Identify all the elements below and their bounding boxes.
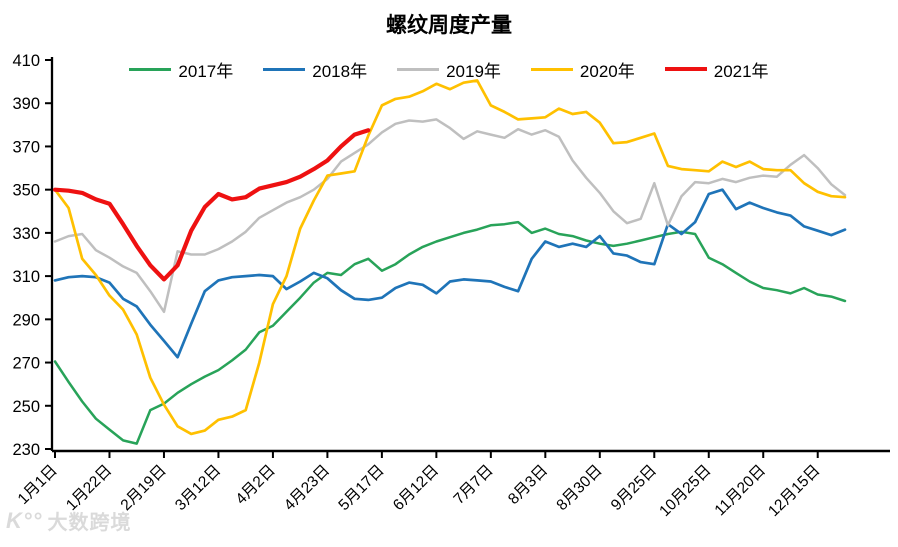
legend-label: 2019年: [446, 61, 501, 81]
y-tick-label: 270: [12, 355, 40, 373]
legend-label: 2020年: [579, 61, 635, 81]
x-tick-label: 4月2日: [233, 462, 279, 508]
legend-item-2018: 2018年: [263, 57, 367, 82]
y-tick-label: 410: [12, 52, 40, 70]
legend-label: 2018年: [312, 61, 368, 81]
legend-item-2021: 2021年: [664, 57, 769, 82]
series-line-2018: [53, 188, 847, 359]
legend-swatch-icon: [129, 67, 172, 71]
chart-legend: 2017年 2018年 2019年 2020年 2021年: [0, 57, 898, 81]
watermark-logo-icon: K°°: [6, 507, 43, 533]
watermark-text: 大数跨境: [47, 512, 132, 534]
series-line-2019: [53, 118, 847, 314]
x-tick-label: 6月12日: [390, 462, 442, 514]
y-tick-label: 390: [12, 95, 40, 113]
legend-swatch-icon: [397, 67, 440, 71]
chart-title: 螺纹周度产量: [386, 14, 512, 37]
x-tick-label: 4月23日: [281, 462, 333, 514]
series-line-2020: [53, 79, 847, 436]
x-tick-label: 3月12日: [172, 462, 224, 514]
legend-swatch-icon: [263, 67, 306, 71]
x-tick-label: 7月7日: [451, 462, 497, 508]
legend-swatch-icon: [530, 67, 573, 71]
y-tick-label: 350: [12, 182, 40, 200]
legend-swatch-icon: [664, 66, 707, 72]
y-tick-label: 310: [12, 268, 40, 286]
x-tick-label: 11月20日: [712, 462, 770, 520]
x-tick-label: 8月30日: [553, 462, 605, 514]
legend-item-2019: 2019年: [397, 57, 501, 82]
x-tick-label: 8月3日: [505, 462, 551, 508]
y-tick-label: 290: [12, 311, 40, 329]
y-tick-label: 370: [12, 138, 40, 156]
legend-label: 2017年: [178, 61, 234, 81]
x-tick-label: 10月25日: [656, 462, 714, 520]
watermark: K°° 大数跨境: [6, 506, 131, 535]
legend-item-2020: 2020年: [530, 57, 635, 82]
legend-label: 2021年: [713, 61, 769, 81]
y-tick-label: 330: [12, 225, 40, 243]
legend-item-2017: 2017年: [129, 57, 233, 82]
series-line-2017: [53, 220, 847, 445]
y-tick-label: 230: [12, 441, 40, 459]
x-tick-label: 5月17日: [335, 462, 387, 514]
y-tick-label: 250: [12, 398, 40, 416]
x-tick-label: 9月25日: [608, 462, 660, 514]
x-tick-label: 12月15日: [765, 462, 823, 520]
series-line-2021: [52, 128, 371, 282]
x-tick-label: 1月1日: [15, 462, 61, 508]
